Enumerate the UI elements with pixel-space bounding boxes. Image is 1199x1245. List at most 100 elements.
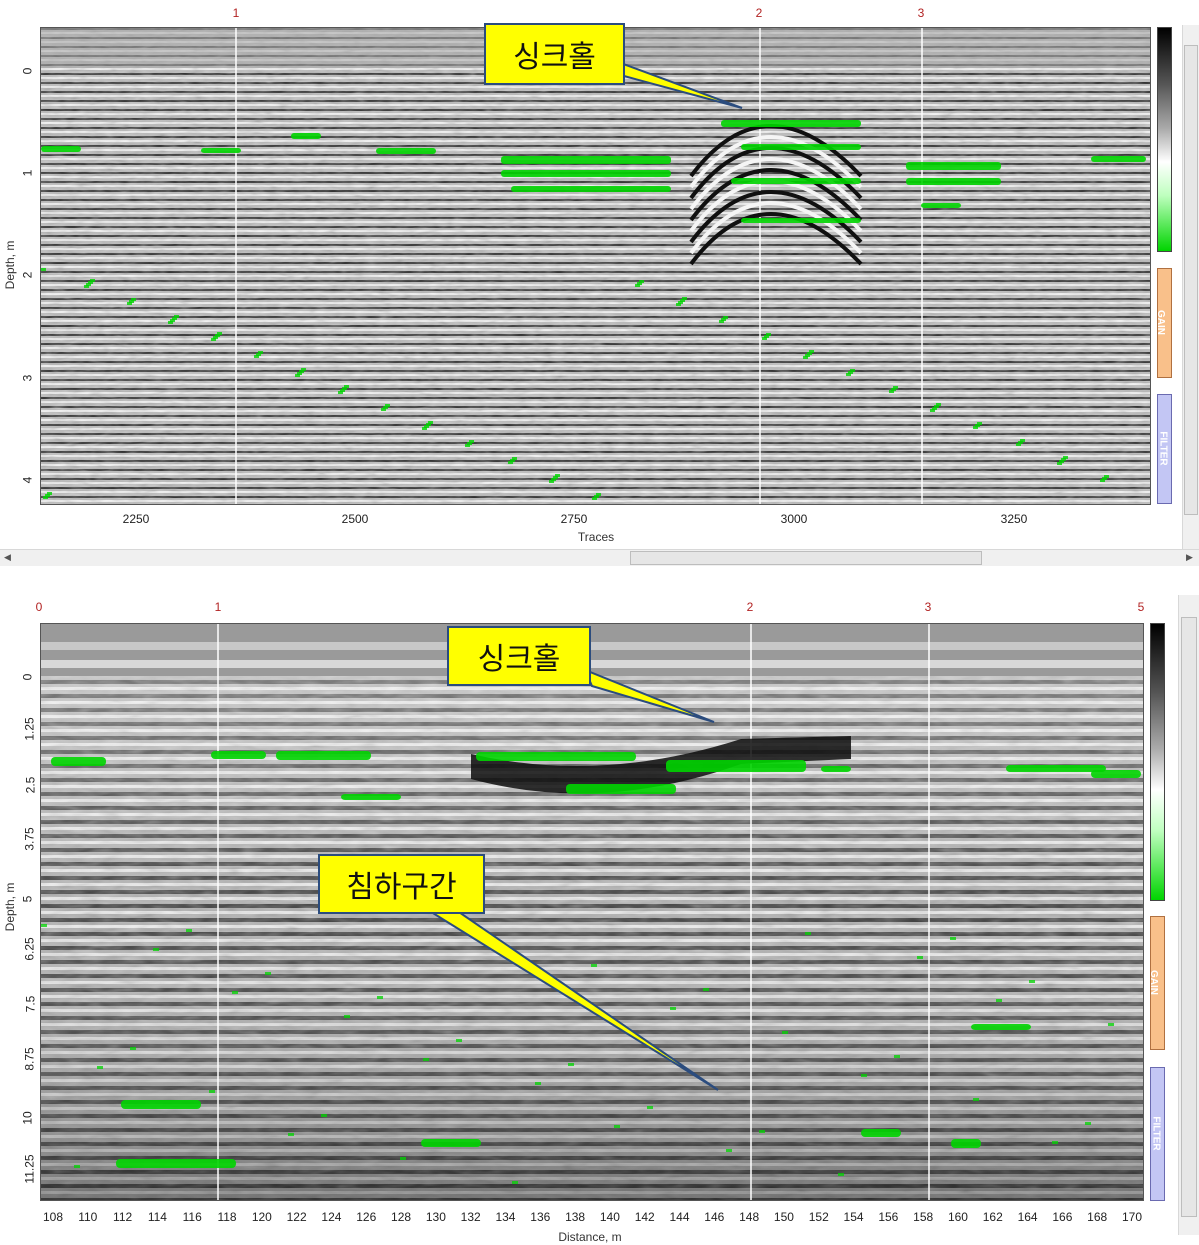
hyperbola-reflection — [689, 212, 863, 266]
horizontal-scrollbar-top[interactable]: ◀ ▶ — [0, 549, 1199, 566]
green-speckle — [932, 407, 937, 410]
x-tick-label: 110 — [78, 1210, 98, 1224]
green-speckle — [703, 988, 709, 991]
green-speckle — [213, 336, 218, 339]
green-speckle — [340, 389, 345, 392]
green-speckle — [232, 991, 238, 994]
green-speckle — [591, 964, 597, 967]
green-speckle — [258, 351, 263, 354]
vertical-scroll-thumb[interactable] — [1181, 617, 1197, 1217]
x-tick-label: 130 — [425, 1210, 446, 1224]
green-speckle — [975, 424, 980, 427]
x-tick-label: 3250 — [1000, 512, 1028, 526]
x-tick-label: 150 — [773, 1210, 794, 1224]
green-speckle — [295, 374, 300, 377]
hyperbola-reflection — [689, 157, 863, 211]
scroll-right-icon[interactable]: ▶ — [1186, 552, 1193, 562]
green-speckle — [614, 1125, 620, 1128]
green-reflection — [501, 156, 671, 164]
radargram-bottom[interactable] — [40, 623, 1144, 1201]
green-speckle — [805, 354, 810, 357]
scroll-left-icon[interactable]: ◀ — [4, 552, 11, 562]
green-reflection — [731, 178, 861, 184]
green-speckle — [381, 408, 386, 411]
green-speckle — [1057, 462, 1062, 465]
green-speckle — [338, 391, 343, 394]
gain-panel[interactable]: GAIN — [1155, 268, 1172, 378]
green-speckle — [422, 427, 427, 430]
x-tick-label: 148 — [739, 1210, 760, 1224]
green-speckle — [1108, 1023, 1114, 1026]
horizontal-scroll-thumb[interactable] — [630, 551, 982, 565]
vertical-scrollbar-bottom[interactable] — [1178, 595, 1199, 1235]
green-speckle — [84, 285, 89, 288]
green-speckle — [764, 335, 769, 338]
green-speckle — [74, 1165, 80, 1168]
green-speckle — [934, 405, 939, 408]
green-reflection — [741, 218, 861, 223]
hyperbola-reflection — [689, 168, 863, 222]
x-tick-label: 120 — [251, 1210, 272, 1224]
green-speckle — [456, 1039, 462, 1042]
green-speckle — [647, 1106, 653, 1109]
green-speckle — [172, 317, 177, 320]
green-reflection — [861, 1129, 901, 1137]
green-speckle — [680, 299, 685, 302]
green-reflection — [511, 186, 671, 192]
green-speckle — [1063, 456, 1068, 459]
green-speckle — [950, 937, 956, 940]
green-speckle — [1020, 439, 1025, 442]
green-speckle — [86, 283, 91, 286]
green-reflection — [211, 751, 266, 759]
green-speckle — [894, 1055, 900, 1058]
green-speckle — [383, 406, 388, 409]
x-tick-label: 108 — [42, 1210, 64, 1224]
x-tick-label: 152 — [808, 1210, 829, 1224]
green-speckle — [288, 1133, 294, 1136]
green-speckle — [568, 1063, 574, 1066]
x-tick-label: 156 — [878, 1210, 899, 1224]
vertical-scroll-thumb[interactable] — [1184, 45, 1198, 515]
green-reflection — [921, 203, 961, 208]
green-reflection — [741, 144, 861, 150]
green-speckle — [682, 297, 687, 300]
green-speckle — [838, 1173, 844, 1176]
green-speckle — [889, 390, 894, 393]
green-speckle — [265, 972, 271, 975]
green-speckle — [90, 279, 95, 282]
green-speckle — [996, 999, 1002, 1002]
green-speckle — [400, 1157, 406, 1160]
green-speckle — [805, 932, 811, 935]
x-tick-label: 140 — [599, 1210, 620, 1224]
vertical-scrollbar-top[interactable] — [1182, 25, 1199, 549]
callout-pointers — [424, 668, 719, 1091]
subsidence-callout: 침하구간 — [318, 854, 485, 914]
green-speckle — [211, 338, 216, 341]
gain-panel[interactable]: GAIN — [1148, 916, 1165, 1050]
green-speckle — [676, 303, 681, 306]
green-speckle — [723, 316, 728, 319]
green-speckle — [512, 1181, 518, 1184]
green-speckle — [41, 924, 47, 927]
green-speckle — [635, 284, 640, 287]
amplitude-colorbar — [1157, 27, 1172, 252]
green-speckle — [930, 409, 935, 412]
x-tick-label: 128 — [391, 1210, 412, 1224]
filter-panel[interactable]: FILTER — [1157, 394, 1172, 504]
radargram-top[interactable] — [40, 27, 1151, 505]
green-speckle — [426, 423, 431, 426]
green-reflection — [666, 760, 806, 772]
green-speckle — [893, 386, 898, 389]
green-reflection — [41, 146, 81, 152]
green-speckle — [936, 403, 941, 406]
green-speckle — [1100, 479, 1105, 482]
green-speckle — [256, 353, 261, 356]
green-speckle — [637, 282, 642, 285]
green-speckle — [377, 996, 383, 999]
green-speckle — [973, 1098, 979, 1101]
green-reflection — [276, 751, 371, 760]
green-speckle — [186, 929, 192, 932]
green-reflection — [721, 120, 861, 127]
filter-panel[interactable]: FILTER — [1150, 1067, 1165, 1201]
x-tick-label: 2750 — [560, 512, 588, 526]
